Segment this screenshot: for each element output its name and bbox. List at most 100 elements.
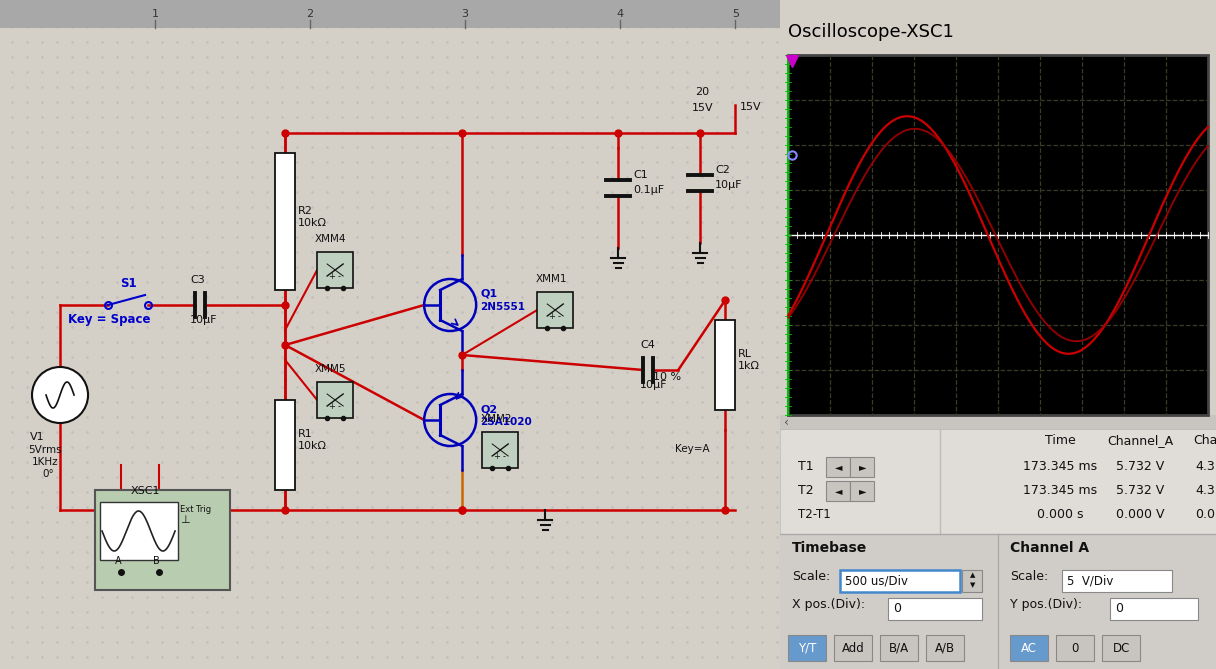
Bar xyxy=(1010,635,1048,661)
Bar xyxy=(100,502,178,560)
Text: 2N5551: 2N5551 xyxy=(480,302,525,312)
Bar xyxy=(827,457,850,477)
Text: Cha: Cha xyxy=(1193,434,1216,447)
Text: 173.345 ms: 173.345 ms xyxy=(1023,460,1097,474)
Text: C3: C3 xyxy=(190,275,204,285)
Text: 5Vrms: 5Vrms xyxy=(28,445,62,455)
Text: 4: 4 xyxy=(617,9,624,19)
Text: +: + xyxy=(328,272,334,281)
Bar xyxy=(840,570,961,592)
Text: 20: 20 xyxy=(696,87,709,97)
Text: Scale:: Scale: xyxy=(793,570,831,583)
Text: ‹: ‹ xyxy=(784,415,789,429)
Text: 0: 0 xyxy=(1115,603,1124,615)
Text: B/A: B/A xyxy=(889,642,910,654)
Text: T2-T1: T2-T1 xyxy=(798,508,831,522)
Text: 5: 5 xyxy=(732,9,739,19)
Text: C1: C1 xyxy=(634,170,648,180)
Text: Timebase: Timebase xyxy=(793,541,867,555)
Text: +: + xyxy=(548,312,554,321)
Text: 173.345 ms: 173.345 ms xyxy=(1023,484,1097,498)
Text: Y pos.(Div):: Y pos.(Div): xyxy=(1010,598,1082,611)
Bar xyxy=(1057,635,1094,661)
Text: 1: 1 xyxy=(152,9,158,19)
Text: 0.1µF: 0.1µF xyxy=(634,185,664,195)
Text: B: B xyxy=(153,556,159,566)
Text: V1: V1 xyxy=(30,432,45,442)
Bar xyxy=(781,429,1216,534)
Text: -: - xyxy=(557,312,561,321)
Text: 3: 3 xyxy=(462,9,468,19)
Text: 10µF: 10µF xyxy=(190,315,218,325)
Bar xyxy=(788,55,1207,415)
Text: 10 %: 10 % xyxy=(653,372,681,382)
Text: ►: ► xyxy=(858,486,866,496)
Text: XMM2: XMM2 xyxy=(480,414,512,424)
Text: XMM5: XMM5 xyxy=(315,364,347,374)
Bar xyxy=(850,481,874,501)
Bar xyxy=(1102,635,1141,661)
Text: 1kΩ: 1kΩ xyxy=(738,361,760,371)
Bar xyxy=(781,0,1216,50)
Text: +: + xyxy=(328,402,334,411)
Bar xyxy=(880,635,918,661)
Text: 15V: 15V xyxy=(741,102,762,112)
Text: 15V: 15V xyxy=(692,103,714,113)
Text: ◄: ◄ xyxy=(834,486,841,496)
Bar xyxy=(275,400,295,490)
Text: Channel_A: Channel_A xyxy=(1107,434,1173,447)
Bar xyxy=(850,457,874,477)
Text: XMM4: XMM4 xyxy=(315,234,347,244)
Text: 10kΩ: 10kΩ xyxy=(298,217,327,227)
Bar xyxy=(483,432,518,468)
Bar xyxy=(95,490,230,590)
Text: 4.3: 4.3 xyxy=(1195,484,1215,498)
Text: 10µF: 10µF xyxy=(715,180,743,190)
Text: T1: T1 xyxy=(798,460,814,474)
Text: T2: T2 xyxy=(798,484,814,498)
Text: Y/T: Y/T xyxy=(798,642,816,654)
Text: ◄: ◄ xyxy=(834,462,841,472)
Bar xyxy=(537,292,573,328)
Text: 2: 2 xyxy=(306,9,314,19)
Text: A/B: A/B xyxy=(935,642,956,654)
Circle shape xyxy=(32,367,88,423)
Text: Time: Time xyxy=(1045,434,1075,447)
Text: 0: 0 xyxy=(1071,642,1079,654)
Text: Q2: Q2 xyxy=(480,404,497,414)
Text: Ext Trig: Ext Trig xyxy=(180,505,212,514)
Text: 5.732 V: 5.732 V xyxy=(1116,460,1164,474)
Text: C2: C2 xyxy=(715,165,730,175)
Text: -: - xyxy=(337,272,340,281)
Text: A: A xyxy=(116,556,122,566)
Text: Channel A: Channel A xyxy=(1010,541,1090,555)
Text: Key=A: Key=A xyxy=(675,444,710,454)
Bar xyxy=(962,570,983,592)
Bar xyxy=(827,481,850,501)
Text: S1: S1 xyxy=(120,277,136,290)
Text: ⊥: ⊥ xyxy=(180,515,190,525)
Bar xyxy=(1110,598,1198,620)
Text: ▲: ▲ xyxy=(969,572,975,578)
Text: Q1: Q1 xyxy=(480,289,497,299)
Text: -: - xyxy=(337,402,340,411)
Text: R2: R2 xyxy=(298,205,313,215)
Text: 4.3: 4.3 xyxy=(1195,460,1215,474)
Text: 2SA1020: 2SA1020 xyxy=(480,417,531,427)
Text: +: + xyxy=(494,452,500,461)
Text: C4: C4 xyxy=(641,340,655,350)
Bar xyxy=(781,534,1216,669)
Text: -: - xyxy=(502,452,505,461)
Text: X pos.(Div):: X pos.(Div): xyxy=(793,598,866,611)
Text: R1: R1 xyxy=(298,429,313,439)
Text: 0: 0 xyxy=(894,603,901,615)
Text: ▼: ▼ xyxy=(969,582,975,588)
Bar xyxy=(0,0,781,28)
Text: ►: ► xyxy=(858,462,866,472)
Text: DC: DC xyxy=(1113,642,1130,654)
Text: 0.000 V: 0.000 V xyxy=(1116,508,1164,522)
Text: 0.0: 0.0 xyxy=(1195,508,1215,522)
Text: 0.000 s: 0.000 s xyxy=(1037,508,1083,522)
Text: Key = Space: Key = Space xyxy=(68,313,151,326)
Text: Scale:: Scale: xyxy=(1010,570,1048,583)
